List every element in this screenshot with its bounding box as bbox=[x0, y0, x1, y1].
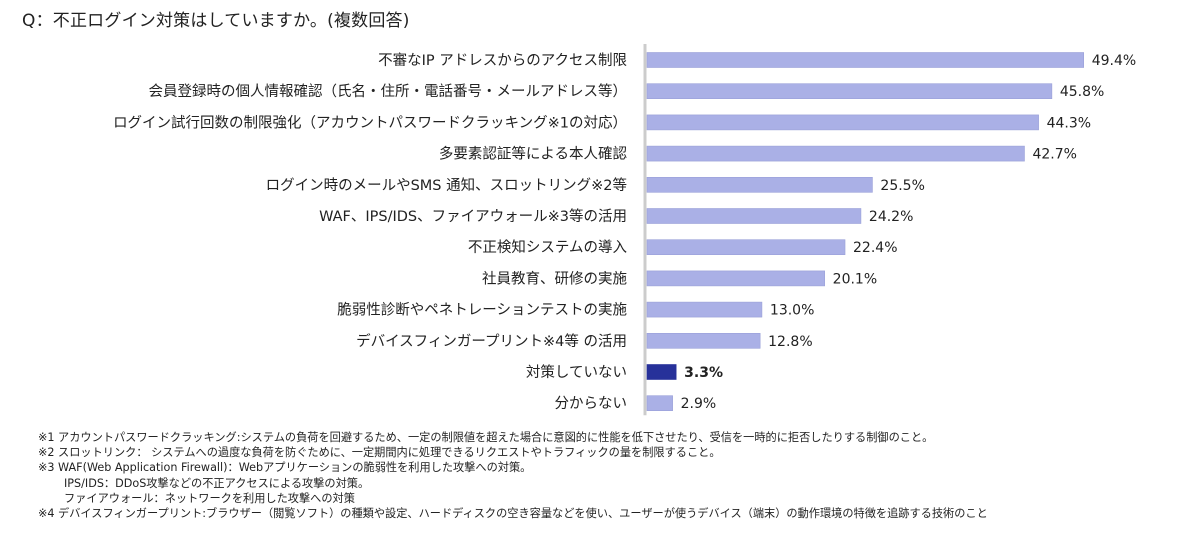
bar-row: 分からない 2.9% bbox=[555, 395, 717, 412]
category-label: ログイン試行回数の制限強化（アカウントパスワードクラッキング※1の対応） bbox=[113, 114, 627, 131]
value-label: 44.3% bbox=[1047, 115, 1091, 131]
bar-row: 会員登録時の個人情報確認（氏名・住所・電話番号・メールアドレス等） 45.8% bbox=[149, 82, 1105, 100]
bar bbox=[646, 52, 1084, 68]
chart-title: Q：不正ログイン対策はしていますか。(複数回答) bbox=[22, 11, 410, 31]
category-label: 対策していない bbox=[526, 364, 627, 381]
value-label: 45.8% bbox=[1060, 84, 1104, 100]
bar-chart: 不審なIP アドレスからのアクセス制限 49.4% 会員登録時の個人情報確認（氏名・… bbox=[113, 44, 1136, 416]
category-label: 会員登録時の個人情報確認（氏名・住所・電話番号・メールアドレス等） bbox=[149, 82, 628, 100]
bar bbox=[646, 83, 1053, 99]
bar bbox=[646, 177, 873, 193]
bar bbox=[646, 145, 1025, 162]
bar-row: 不正検知システムの導入 22.4% bbox=[468, 239, 898, 256]
footnotes: ※1 アカウントパスワードクラッキング:システムの負荷を回避するため、一定の制限… bbox=[38, 430, 988, 521]
category-label: 多要素認証等による本人確認 bbox=[439, 145, 628, 163]
category-label: 不審なIP アドレスからのアクセス制限 bbox=[378, 52, 627, 69]
bar bbox=[646, 239, 846, 255]
bar-row: 脆弱性診断やペネトレーションテストの実施 13.0% bbox=[337, 301, 814, 319]
bar-row: 多要素認証等による本人確認 42.7% bbox=[439, 145, 1077, 163]
category-label: 分からない bbox=[555, 395, 628, 412]
footnote-1: ※1 アカウントパスワードクラッキング:システムの負荷を回避するため、一定の制限… bbox=[38, 431, 934, 444]
bar-highlighted bbox=[646, 364, 677, 380]
value-label: 49.4% bbox=[1092, 53, 1136, 69]
category-label: 脆弱性診断やペネトレーションテストの実施 bbox=[337, 301, 627, 319]
value-label: 22.4% bbox=[853, 240, 897, 256]
bar bbox=[646, 301, 763, 318]
category-label: 社員教育、研修の実施 bbox=[482, 270, 627, 287]
bar-row: WAF、IPS/IDS、ファイアウォール※3等の活用 24.2% bbox=[319, 207, 913, 225]
value-label: 20.1% bbox=[833, 271, 877, 287]
value-label: 25.5% bbox=[880, 178, 924, 194]
value-label: 2.9% bbox=[681, 396, 717, 412]
bar bbox=[646, 208, 862, 224]
bar-row: 社員教育、研修の実施 20.1% bbox=[482, 270, 877, 287]
category-label: 不正検知システムの導入 bbox=[468, 239, 627, 256]
value-label: 12.8% bbox=[768, 334, 812, 350]
bar-row: ログイン試行回数の制限強化（アカウントパスワードクラッキング※1の対応） 44.3… bbox=[113, 114, 1091, 131]
value-label: 13.0% bbox=[770, 303, 814, 319]
bar bbox=[646, 332, 761, 349]
category-label: WAF、IPS/IDS、ファイアウォール※3等の活用 bbox=[319, 207, 627, 225]
value-label: 24.2% bbox=[869, 209, 913, 225]
bar bbox=[646, 114, 1039, 131]
bar-row: 対策していない 3.3% bbox=[526, 364, 723, 381]
bar-row: デバイスフィンガープリント※4等 の活用 12.8% bbox=[356, 332, 813, 350]
bar-row: ログイン時のメールやSMS 通知、スロットリング※2等 25.5% bbox=[266, 176, 925, 194]
footnote-4: ※4 デバイスフィンガープリント:ブラウザー（閲覧ソフト）の種類や設定、ハードデ… bbox=[38, 507, 988, 521]
footnote-2: ※2 スロットリンク： システムへの過度な負荷を防ぐために、一定期間内に処理でき… bbox=[38, 446, 721, 460]
category-label: ログイン時のメールやSMS 通知、スロットリング※2等 bbox=[266, 176, 627, 194]
footnote-3: ※3 WAF(Web Application Firewall)：Webアプリケ… bbox=[38, 461, 532, 475]
value-label: 3.3% bbox=[684, 365, 723, 381]
footnote-3-firewall: ファイアウォール：ネットワークを利用した攻撃への対策 bbox=[64, 491, 355, 505]
bar bbox=[646, 395, 673, 412]
bar bbox=[646, 270, 825, 287]
category-label: デバイスフィンガープリント※4等 の活用 bbox=[356, 332, 627, 350]
bar-row: 不審なIP アドレスからのアクセス制限 49.4% bbox=[378, 52, 1136, 69]
value-label: 42.7% bbox=[1032, 147, 1076, 163]
bars-layer: 不審なIP アドレスからのアクセス制限 49.4% 会員登録時の個人情報確認（氏名・… bbox=[113, 52, 1136, 412]
footnote-3-ips-ids: IPS/IDS：DDoS攻撃などの不正アクセスによる攻撃の対策。 bbox=[64, 476, 370, 490]
